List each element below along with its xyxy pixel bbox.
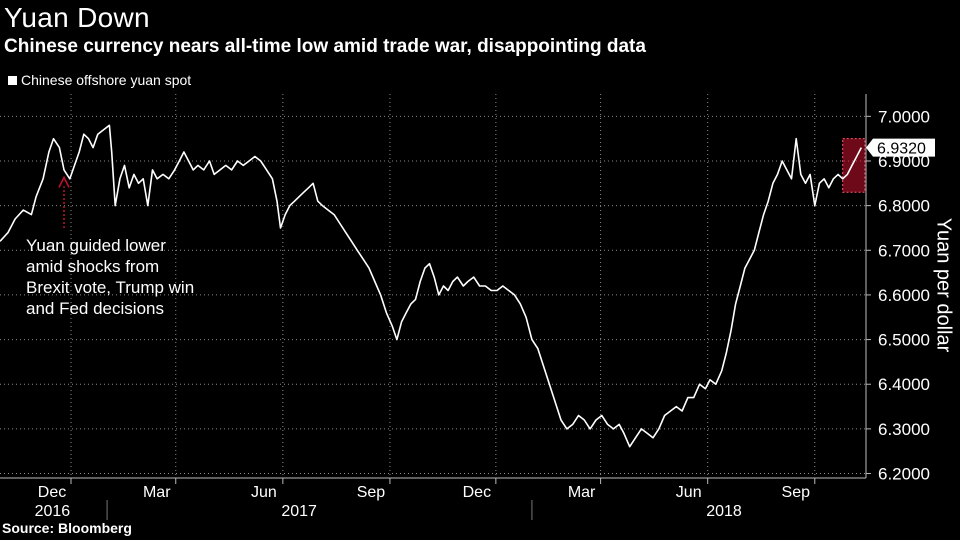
axis-layer: 7.0000 6.9000 6.8000 6.7000 6.6000 6.5000 6.40… bbox=[0, 94, 935, 520]
y-tick-label: 6.2000 bbox=[878, 465, 930, 484]
legend-label: Chinese offshore yuan spot bbox=[21, 72, 192, 88]
y-tick-label: 6.4000 bbox=[878, 375, 930, 394]
x-month-label: Jun bbox=[251, 484, 277, 501]
grid-layer bbox=[0, 94, 866, 478]
annotation-text-line: amid shocks from bbox=[26, 257, 159, 276]
x-year-label: 2017 bbox=[281, 503, 317, 520]
highlight-layer bbox=[842, 138, 866, 193]
y-tick-label: 6.5000 bbox=[878, 331, 930, 350]
highlight-box bbox=[842, 138, 866, 193]
y-axis-title: Yuan per dollar bbox=[932, 217, 955, 353]
legend-swatch bbox=[8, 75, 17, 85]
annotation-text-line: Brexit vote, Trump win bbox=[26, 278, 194, 297]
x-month-label: Sep bbox=[357, 484, 386, 501]
annotation-layer: Yuan guided lower amid shocks from Brexit … bbox=[26, 175, 194, 318]
x-month-label: Sep bbox=[782, 484, 811, 501]
last-value-box bbox=[866, 138, 935, 157]
chart-subtitle: Chinese currency nears all-time low amid… bbox=[4, 36, 646, 57]
legend: Chinese offshore yuan spot bbox=[8, 72, 191, 88]
x-month-label: Mar bbox=[568, 484, 596, 501]
source-note: Source: Bloomberg bbox=[2, 520, 132, 536]
y-tick-label: 6.3000 bbox=[878, 420, 930, 439]
x-month-label: Dec bbox=[463, 484, 491, 501]
x-month-label: Mar bbox=[143, 484, 171, 501]
series-layer bbox=[0, 124, 863, 448]
x-year-label: 2016 bbox=[35, 503, 71, 520]
annotation-arrow-head bbox=[58, 175, 70, 188]
last-value-label: 6.9320 bbox=[877, 141, 926, 158]
annotation-text-line: Yuan guided lower bbox=[26, 236, 166, 255]
y-tick-label: 6.6000 bbox=[878, 286, 930, 305]
y-tick-label: 6.9000 bbox=[878, 152, 930, 171]
y-tick-label: 6.7000 bbox=[878, 241, 930, 260]
y-tick-label: 6.8000 bbox=[878, 197, 930, 216]
x-month-label: Dec bbox=[38, 484, 66, 501]
y-tick-label: 7.0000 bbox=[878, 107, 930, 126]
series-line-offshore-yuan bbox=[0, 124, 863, 448]
x-month-label: Jun bbox=[676, 484, 702, 501]
x-year-label: 2018 bbox=[706, 503, 742, 520]
annotation-text-line: and Fed decisions bbox=[26, 299, 164, 318]
chart-title: Yuan Down bbox=[4, 2, 150, 33]
